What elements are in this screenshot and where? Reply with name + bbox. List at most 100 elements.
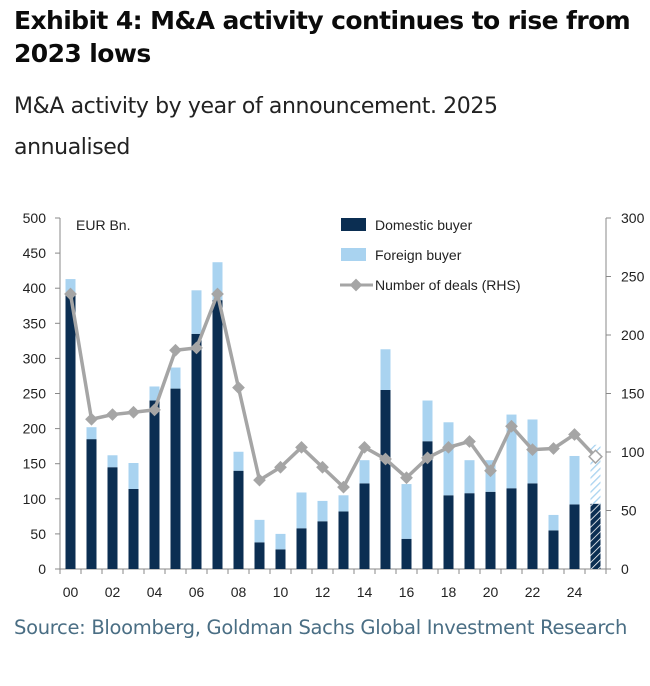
bar-foreign-00 [65,279,76,296]
bar-domestic-03 [128,488,139,569]
bar-domestic-13 [338,511,349,569]
deals-marker-12 [316,460,329,474]
deals-marker-17 [421,451,434,465]
bar-foreign-09 [254,519,265,543]
deals-marker-02 [106,408,119,421]
left-tick-label: 200 [23,421,47,437]
deals-line [64,287,603,494]
bar-domestic-23 [548,530,559,569]
deals-marker-07 [211,287,224,301]
bar-domestic-12 [317,521,328,569]
bar-foreign-14 [359,460,370,484]
bar-domestic-00 [65,295,76,569]
right-tick-label: 100 [621,444,645,460]
bar-domestic-19 [464,493,475,569]
right-tick-label: 250 [621,269,645,285]
bar-domestic-05 [170,388,181,569]
bar-domestic-24 [569,504,580,569]
bar-foreign-11 [296,492,307,529]
bar-foreign-18 [443,422,454,496]
x-tick-label: 06 [189,584,205,600]
right-tick-label: 50 [621,503,637,519]
legend-label-deals: Number of deals (RHS) [375,277,521,293]
chart-title: Exhibit 4: M&A activity continues to ris… [14,6,631,68]
deals-marker-03 [127,405,140,419]
bar-domestic-04 [149,400,160,569]
bar-foreign-15 [380,349,391,390]
x-tick-label: 18 [441,584,457,600]
bar-domestic-22 [527,483,538,569]
left-tick-label: 450 [23,245,47,261]
bar-foreign-02 [107,455,118,468]
x-tick-label: 12 [315,584,331,600]
x-tick-label: 14 [357,584,373,600]
bar-domestic-15 [380,389,391,569]
legend-label-domestic: Domestic buyer [375,217,473,233]
bar-foreign-17 [422,400,433,442]
source-note: Source: Bloomberg, Goldman Sachs Global … [14,616,628,639]
x-tick-label: 02 [105,584,121,600]
deals-marker-01 [85,412,98,426]
bar-domestic-08 [233,470,244,569]
deals-marker-08 [232,381,245,395]
bar-domestic-17 [422,441,433,569]
chart-subtitle: M&A activity by year of announcement. 20… [14,94,498,160]
bar-foreign-05 [170,367,181,389]
deals-marker-13 [337,480,350,494]
left-tick-label: 500 [23,210,47,226]
bar-foreign-10 [275,533,286,550]
bar-domestic-01 [86,439,97,569]
deals-marker-11 [295,440,308,454]
bar-domestic-21 [506,488,517,569]
left-tick-label: 300 [23,350,47,366]
deals-marker-09 [253,473,266,487]
legend: Domestic buyer Foreign buyer Number of d… [340,217,521,293]
deals-marker-15 [379,452,392,466]
bar-foreign-21 [506,414,517,489]
legend-swatch-domestic [341,218,366,231]
deals-marker-10 [274,460,287,474]
deals-polyline [68,292,597,489]
bar-domestic-09 [254,542,265,569]
left-tick-label: 50 [30,526,46,542]
unit-label: EUR Bn. [76,217,130,233]
left-tick-label: 400 [23,280,47,296]
deals-marker-18 [442,440,455,454]
bar-foreign-25 [590,444,601,504]
legend-marker-deals [349,278,363,292]
bar-domestic-25 [590,503,601,569]
bar-domestic-10 [275,549,286,569]
bars [65,262,601,569]
left-tick-label: 0 [38,561,46,577]
x-tick-label: 22 [525,584,541,600]
deals-marker-05 [169,343,182,357]
deals-marker-25 [588,449,603,465]
bar-domestic-14 [359,483,370,569]
bar-foreign-03 [128,462,139,489]
bar-foreign-24 [569,455,580,505]
bar-foreign-23 [548,514,559,531]
x-tick-label: 10 [273,584,289,600]
bar-foreign-06 [191,290,202,334]
bar-foreign-08 [233,451,244,471]
left-tick-label: 350 [23,315,47,331]
deals-marker-16 [400,471,413,485]
bar-domestic-07 [212,300,223,569]
left-tick-label: 250 [23,386,47,402]
bar-domestic-16 [401,538,412,569]
deals-marker-14 [358,440,371,454]
axes: 0 50 100 150 200 250 300 350 400 450 500 0 50 100 150 2… [23,210,645,600]
bar-foreign-12 [317,500,328,522]
x-tick-label: 08 [231,584,247,600]
left-tick-label: 150 [23,456,47,472]
bar-foreign-01 [86,427,97,440]
deals-marker-20 [484,464,497,478]
deals-marker-06 [190,341,203,355]
right-tick-label: 0 [621,561,629,577]
right-tick-label: 200 [621,327,645,343]
right-tick-label: 150 [621,386,645,402]
x-tick-label: 16 [399,584,415,600]
bar-domestic-18 [443,495,454,569]
x-tick-label: 04 [147,584,163,600]
